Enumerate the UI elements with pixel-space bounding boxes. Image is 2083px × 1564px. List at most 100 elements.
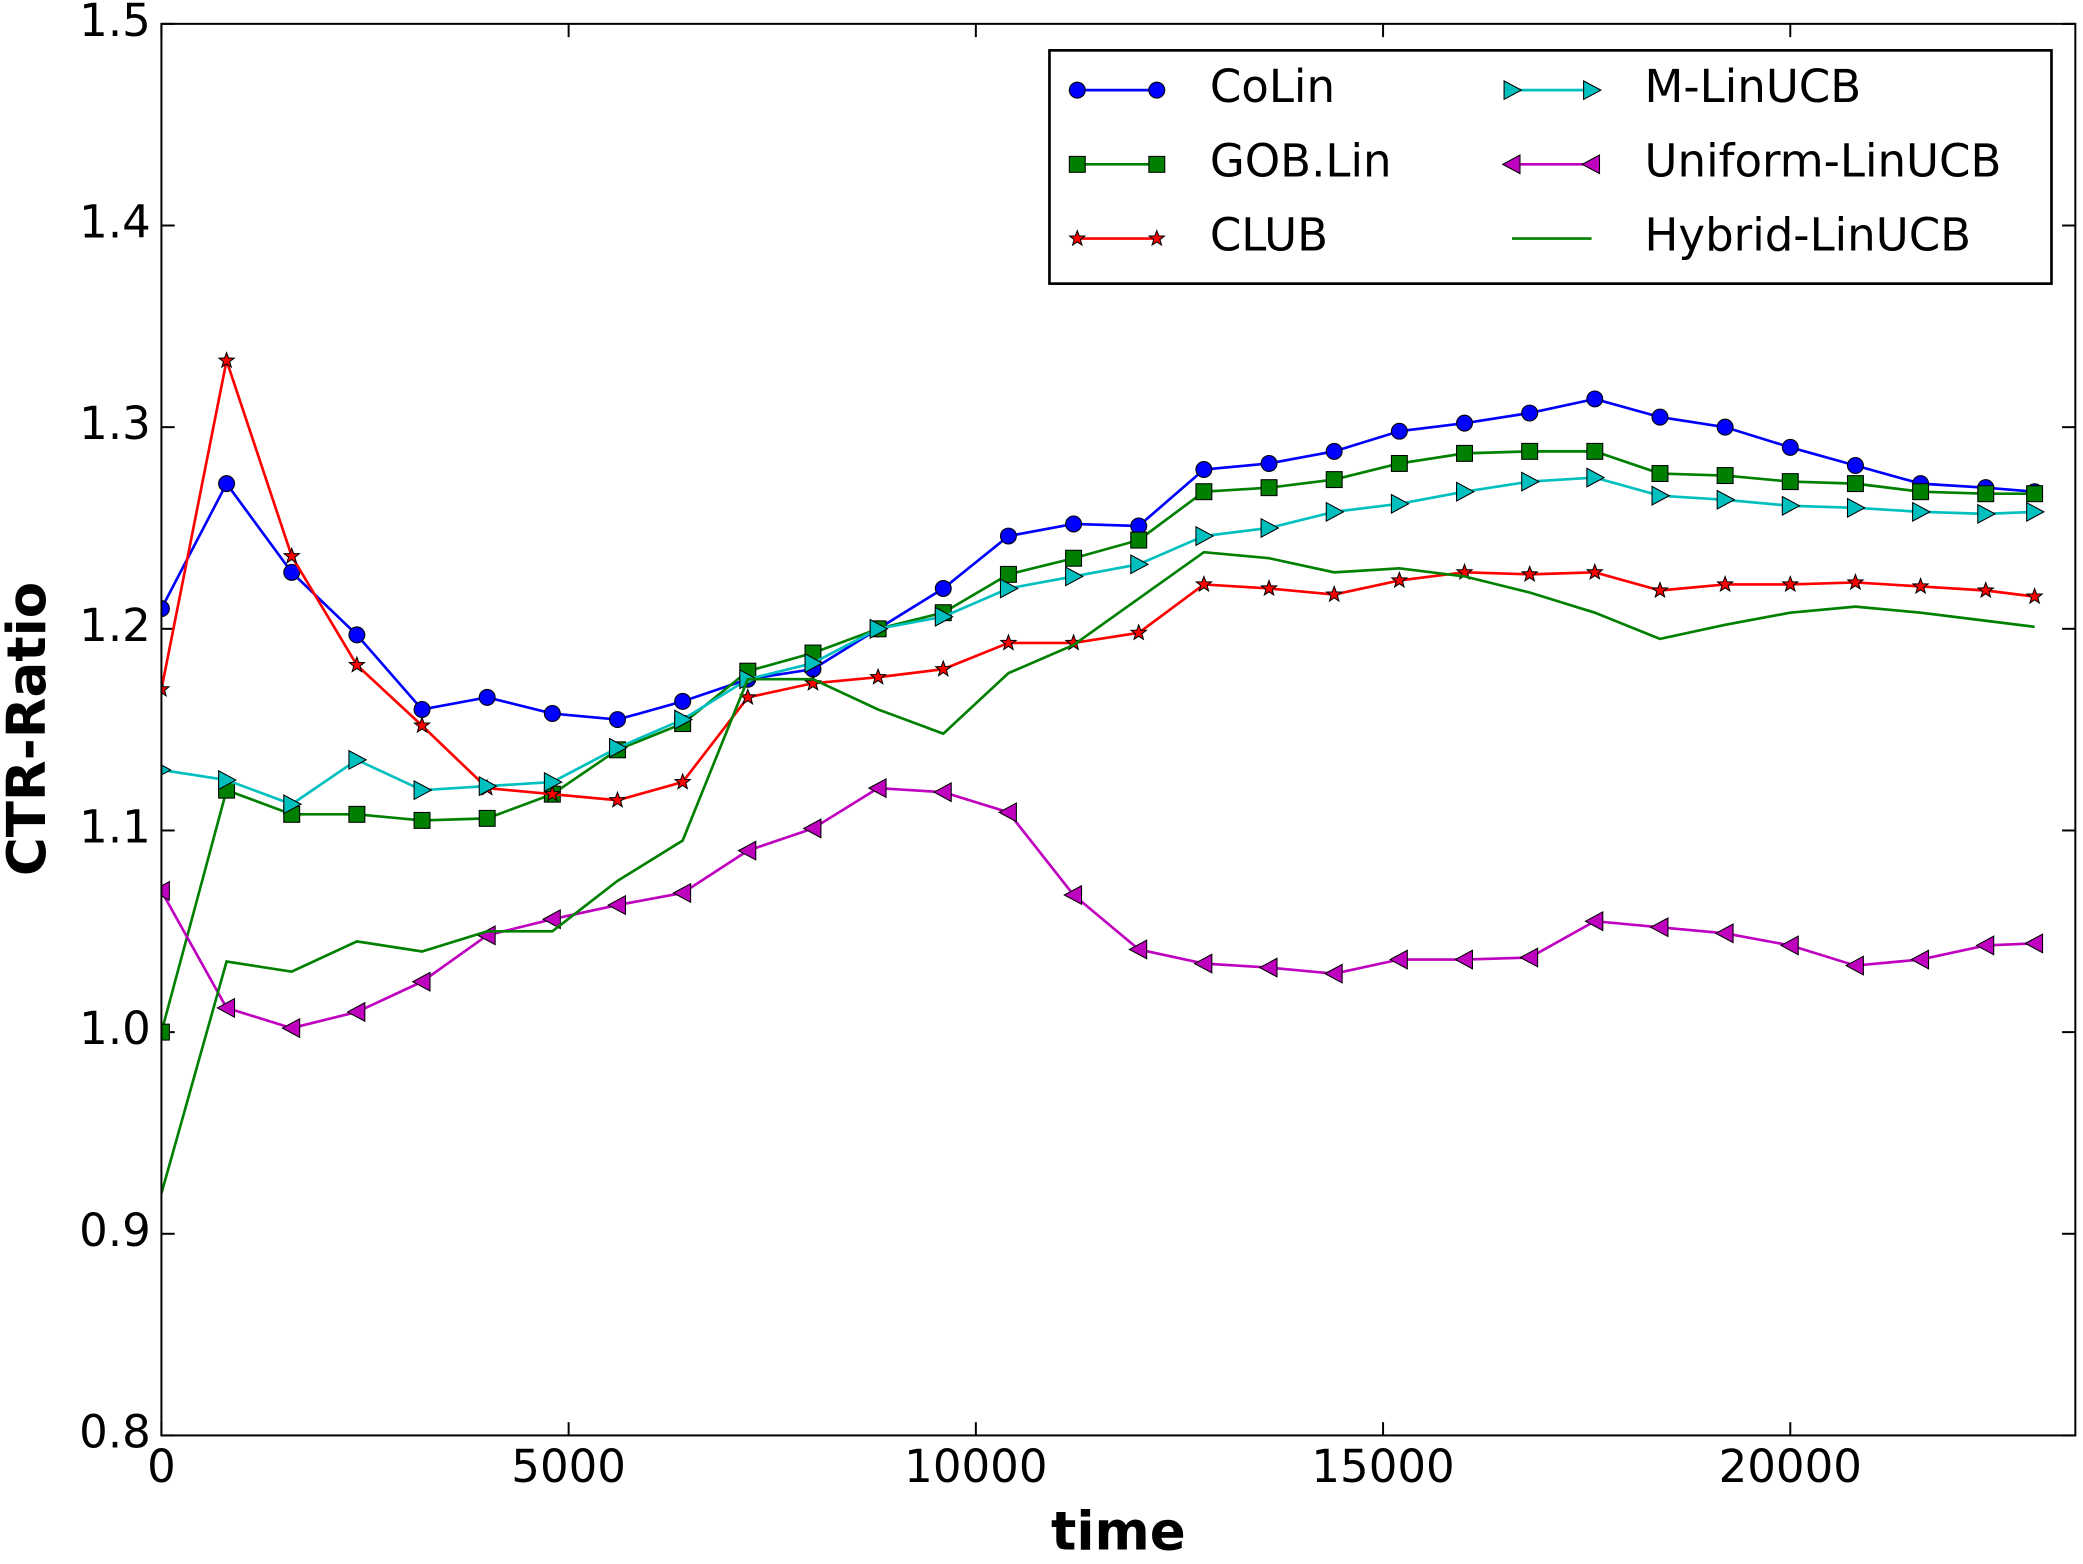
legend-label: GOB.Lin <box>1210 134 1392 187</box>
marker <box>932 781 952 803</box>
marker <box>1716 489 1736 510</box>
marker <box>869 667 888 685</box>
marker <box>161 880 170 902</box>
legend-label: CoLin <box>1210 60 1335 113</box>
marker <box>1586 390 1604 408</box>
marker <box>282 546 301 564</box>
marker <box>1390 493 1410 514</box>
x-tick-label: 10000 <box>904 1440 1047 1493</box>
marker <box>1651 485 1671 506</box>
marker <box>478 688 496 706</box>
marker <box>218 769 237 791</box>
marker <box>1325 501 1345 523</box>
marker <box>1975 935 1995 956</box>
marker <box>674 709 694 730</box>
marker <box>1128 939 1148 960</box>
marker <box>281 1017 301 1039</box>
marker <box>1390 570 1409 589</box>
marker <box>1781 438 1799 456</box>
marker <box>1193 953 1213 974</box>
series-line <box>161 476 2035 806</box>
legend-marker <box>1068 155 1086 173</box>
marker <box>1258 957 1278 978</box>
series-line <box>161 355 2035 802</box>
marker <box>1260 579 1279 597</box>
marker <box>1521 404 1539 422</box>
marker <box>1063 884 1083 906</box>
marker <box>1195 461 1213 478</box>
marker <box>998 802 1017 823</box>
legend-marker <box>1068 81 1086 99</box>
marker <box>934 659 953 677</box>
y-tick-label: 1.0 <box>79 1002 151 1055</box>
marker <box>346 1001 366 1023</box>
legend-marker <box>1148 81 1166 99</box>
marker <box>1846 475 1864 493</box>
marker <box>737 840 757 861</box>
series-line <box>161 786 2035 1030</box>
y-tick-label: 1.3 <box>79 397 151 450</box>
marker <box>161 600 170 618</box>
marker <box>1195 483 1213 501</box>
marker <box>1390 454 1408 472</box>
x-tick-label: 0 <box>147 1440 176 1493</box>
marker <box>672 882 692 904</box>
y-axis-label: CTR-Ratio <box>0 582 58 876</box>
marker <box>1323 963 1343 984</box>
marker <box>2026 485 2044 503</box>
marker <box>413 700 431 718</box>
marker <box>1520 564 1539 583</box>
marker <box>1976 581 1995 599</box>
marker <box>1912 483 1930 501</box>
marker <box>1325 442 1343 460</box>
y-tick-label: 1.5 <box>79 0 151 47</box>
marker <box>1716 467 1734 485</box>
marker <box>217 351 236 369</box>
marker <box>609 737 628 758</box>
marker <box>1910 949 1930 970</box>
marker <box>1130 531 1148 549</box>
marker <box>1454 949 1473 970</box>
marker <box>161 679 171 697</box>
marker <box>934 580 952 597</box>
marker <box>1065 515 1083 533</box>
legend-marker <box>1501 154 1521 175</box>
marker <box>1846 497 1866 518</box>
x-tick-label: 5000 <box>511 1440 626 1493</box>
marker <box>1912 501 1931 523</box>
marker <box>2024 933 2044 954</box>
marker <box>1456 481 1475 502</box>
marker <box>1779 935 1799 956</box>
legend-marker <box>1583 79 1602 101</box>
legend-marker <box>1068 229 1087 247</box>
y-tick-label: 0.9 <box>79 1204 151 1257</box>
marker <box>348 749 368 771</box>
marker <box>218 475 236 493</box>
marker <box>1586 467 1606 488</box>
y-tick-label: 0.8 <box>79 1405 151 1458</box>
plot-area <box>161 351 2046 1194</box>
series-line <box>161 450 2035 1033</box>
marker <box>541 909 561 930</box>
legend-label: Uniform-LinUCB <box>1645 134 2002 187</box>
y-tick-label: 1.2 <box>79 599 151 652</box>
marker <box>1586 442 1604 460</box>
marker <box>478 809 496 827</box>
y-tick-label: 1.1 <box>79 800 151 853</box>
marker <box>1388 949 1408 970</box>
marker <box>673 772 692 790</box>
x-tick-label: 20000 <box>1719 1440 1862 1493</box>
marker <box>1716 574 1735 593</box>
marker <box>1260 517 1280 539</box>
marker <box>1650 581 1669 599</box>
marker <box>413 716 432 734</box>
marker <box>216 997 236 1019</box>
marker <box>543 784 562 802</box>
marker <box>1065 566 1084 587</box>
marker <box>1911 576 1930 595</box>
marker <box>2026 501 2046 523</box>
marker <box>1521 442 1539 460</box>
legend-marker <box>1503 79 1523 101</box>
marker <box>1846 456 1864 474</box>
